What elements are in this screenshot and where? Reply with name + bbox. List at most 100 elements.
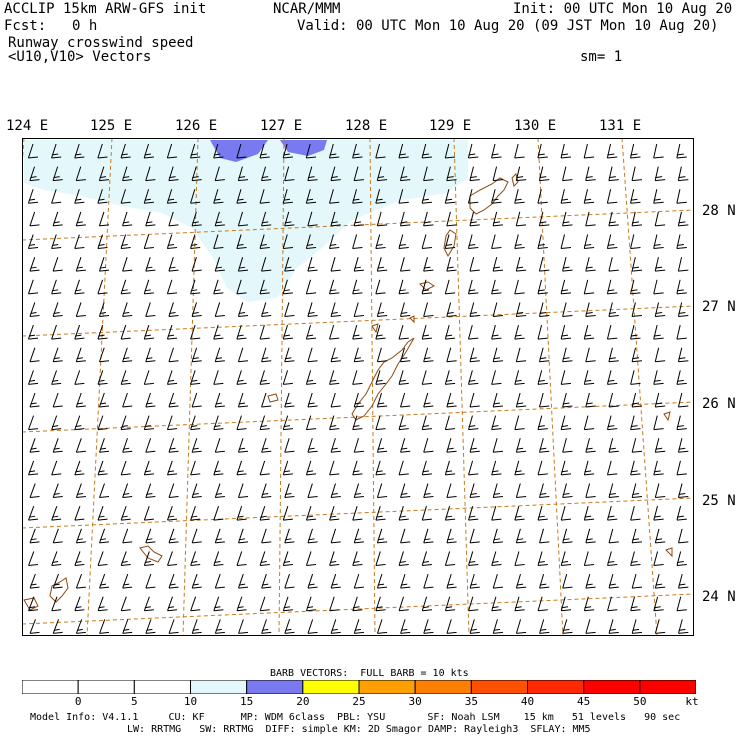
wind-barb [51,234,62,250]
wind-barb [492,211,503,227]
wind-barb [676,279,687,295]
wind-barb [677,347,689,363]
wind-barb [585,302,596,317]
field-name: Runway crosswind speed [8,35,194,51]
wind-barb [261,438,272,453]
wind-barb [259,596,270,612]
wind-barb [353,166,364,182]
wind-barb [421,143,432,159]
island-tokunoshima [443,229,457,258]
wind-barb [236,370,247,385]
wind-barb [29,166,40,182]
wind-barb [328,143,340,159]
island-daito-south [665,547,673,558]
wind-barb [213,370,224,385]
wind-barb [583,551,595,566]
wind-barb [97,189,108,204]
wind-barb [214,347,225,363]
wind-barb [677,166,689,182]
latitude-line [22,305,694,337]
wind-barb [654,573,666,589]
wind-barb [653,370,664,385]
wind-barb [677,211,689,227]
wind-barb [99,392,110,408]
wind-barb [191,573,202,589]
wind-barb [560,279,572,295]
wind-barb [608,211,619,227]
wind-barb [190,370,201,385]
wind-barb [51,596,62,612]
wind-barb [282,143,293,159]
wind-barb [238,573,249,589]
wind-barb [492,302,503,317]
wind-barb [236,143,247,159]
wind-barb [28,415,39,431]
wind-barb [492,392,503,408]
wind-barb [52,302,63,317]
colorbar-tick-label: 25 [352,695,366,708]
wind-barb [469,302,480,317]
colorbar-tick-label: 40 [520,695,535,708]
wind-barb [421,370,432,385]
wind-barbs [27,143,689,634]
wind-barb [608,483,619,499]
wind-barb [654,257,666,272]
wind-barb [145,438,156,453]
longitude-line [86,138,113,636]
island-iriomote [23,597,39,611]
wind-barb [213,415,224,431]
wind-barb [514,506,525,521]
wind-barb [98,166,110,182]
wind-barb [168,166,179,182]
wind-barb [75,257,86,272]
wind-barb [375,370,386,385]
wind-barb [631,528,643,544]
wind-barb [353,438,364,453]
wind-barb [630,415,641,431]
wind-barb [630,279,641,295]
wind-barb [261,392,272,408]
coastline [23,173,673,611]
wind-barb [122,392,133,408]
island-kume [267,393,279,403]
colorbar-tick-label: 30 [408,695,422,708]
wind-barb [446,257,457,272]
wind-barb [237,211,249,227]
wind-barb [398,596,409,612]
wind-barb [444,234,456,250]
wind-barb [585,573,596,589]
wind-barb [375,324,386,340]
wind-barb [98,211,110,227]
wind-barb [653,460,664,476]
wind-barb [515,302,527,317]
colorbar-segment [414,680,472,694]
wind-barb [400,619,411,634]
wind-barb [398,460,409,476]
wind-barb [400,392,411,408]
wind-barb [653,551,664,566]
wind-barb [143,143,154,159]
wind-barb [375,234,386,250]
wind-barb [608,302,619,317]
wind-barb [29,438,40,453]
wind-barb [562,211,573,227]
wind-barb [99,619,110,634]
wind-barb [237,302,249,317]
wind-barb [122,619,133,634]
wind-barb [120,324,131,340]
wind-barb [375,596,386,612]
wind-barb [514,143,525,159]
lon-label: 131 E [599,118,642,134]
island-amami [469,177,509,215]
wind-barb [400,438,411,453]
wind-barb [97,596,108,612]
wind-barb [446,392,457,408]
wind-barb [491,324,502,340]
wind-barb [491,143,502,159]
wind-barb [539,483,550,499]
longitude-line [621,138,658,636]
wind-barb [261,166,272,182]
wind-barb [51,506,62,521]
wind-barb [630,596,641,612]
wind-barb [444,460,456,476]
